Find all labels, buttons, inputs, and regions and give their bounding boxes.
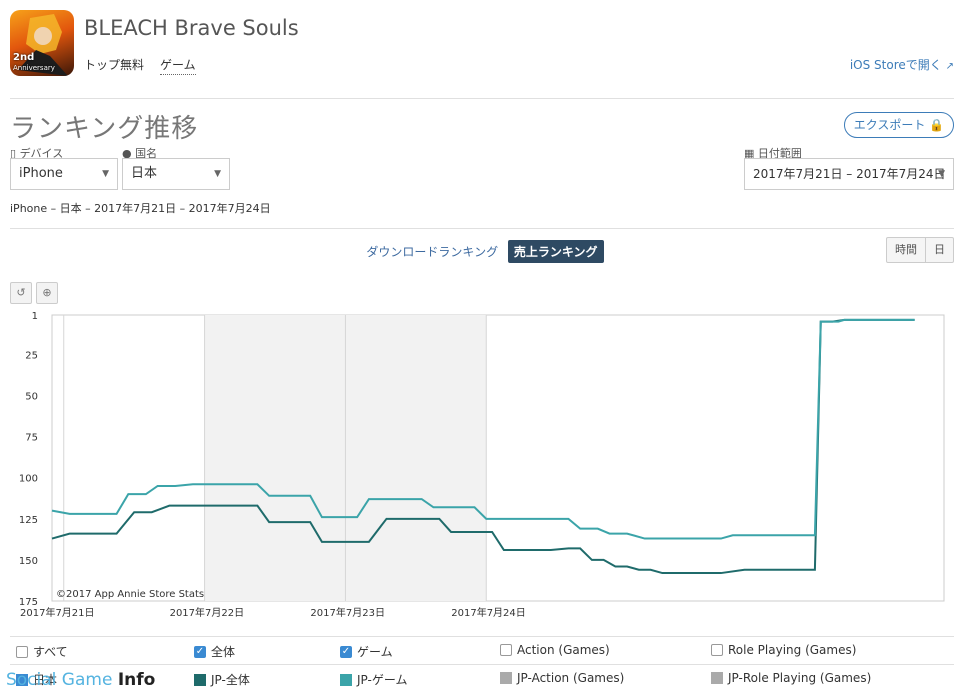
export-button[interactable]: エクスポート 🔒	[844, 112, 954, 138]
legend-jp-overall[interactable]: JP-全体	[194, 671, 250, 688]
app-icon: 2nd Anniversary	[10, 10, 74, 76]
device-select-value: iPhone	[19, 166, 63, 181]
reset-zoom-button[interactable]: ↺	[10, 282, 32, 304]
filter-rpg-label: Role Playing (Games)	[728, 643, 857, 657]
country-label: ● 国名	[122, 145, 157, 161]
checkbox[interactable]	[500, 644, 512, 656]
category-filter-row: すべて ✓ 全体 ✓ ゲーム Action (Games) Role Playi…	[10, 636, 954, 664]
checkbox[interactable]: ✓	[194, 645, 206, 658]
date-label-text: 日付範囲	[757, 147, 802, 160]
y-tick-label: 75	[25, 433, 38, 444]
checkbox[interactable]	[16, 645, 28, 658]
caret-down-icon: ▼	[214, 169, 221, 179]
caret-down-icon: ▼	[102, 169, 109, 179]
legend-swatch	[500, 672, 512, 684]
calendar-icon: ▦	[744, 147, 755, 160]
globe-icon: ●	[122, 147, 132, 160]
section-divider	[10, 228, 954, 229]
legend-swatch	[711, 672, 723, 684]
zoom-icon: ⊕	[42, 286, 52, 299]
ios-store-link-label: iOS Storeで開く	[849, 58, 942, 72]
app-icon-art	[18, 14, 68, 76]
undo-icon: ↺	[16, 286, 26, 299]
filter-action[interactable]: Action (Games)	[500, 643, 610, 657]
site-watermark: Social Game Info	[6, 670, 155, 690]
tab-sales-ranking[interactable]: 売上ランキング	[507, 240, 604, 263]
checkbox[interactable]	[711, 644, 723, 656]
page-title: ランキング推移	[10, 114, 199, 144]
icon-caption: 2nd Anniversary	[13, 53, 55, 73]
y-tick-label: 25	[25, 350, 38, 361]
y-tick-label: 175	[19, 597, 38, 608]
x-tick-label: 2017年7月21日	[20, 606, 95, 619]
date-range-value: 2017年7月21日 – 2017年7月24日	[753, 167, 946, 181]
legend-japan[interactable]: 日本	[16, 671, 57, 688]
legend-jp-rpg[interactable]: JP-Role Playing (Games)	[711, 671, 871, 685]
watermark-part1: Social Game	[6, 670, 118, 690]
granularity-toggle: 時間 日	[886, 237, 954, 263]
y-tick-label: 150	[19, 556, 38, 567]
tab-download-ranking[interactable]: ダウンロードランキング	[366, 245, 499, 259]
legend-jp-rpg-label: JP-Role Playing (Games)	[728, 671, 872, 685]
legend-swatch	[194, 673, 206, 686]
zoom-button[interactable]: ⊕	[36, 282, 58, 304]
legend-swatch	[16, 673, 28, 686]
header-divider	[10, 98, 954, 99]
filter-action-label: Action (Games)	[517, 643, 610, 657]
ranking-tabs: ダウンロードランキング 売上ランキング	[0, 240, 964, 263]
plot-area	[51, 314, 945, 602]
y-tick-label: 50	[25, 392, 38, 403]
country-select-value: 日本	[131, 166, 158, 181]
icon-caption-text: Anniversary	[13, 64, 55, 72]
legend-swatch	[340, 673, 352, 686]
legend-jp-game-label: JP-ゲーム	[357, 673, 408, 687]
tag-game[interactable]: ゲーム	[160, 56, 196, 75]
device-select[interactable]: iPhone ▼	[10, 158, 118, 190]
checkbox[interactable]: ✓	[340, 645, 352, 658]
series-line	[51, 318, 915, 540]
phone-icon: ▯	[10, 147, 17, 160]
watermark-part2: Info	[117, 670, 156, 690]
y-tick-label: 125	[19, 515, 38, 526]
series-legend-row: 日本 JP-全体 JP-ゲーム JP-Action (Games) JP-Rol…	[10, 664, 954, 692]
lock-icon: 🔒	[929, 118, 945, 132]
granularity-day[interactable]: 日	[925, 238, 953, 262]
filter-summary: iPhone – 日本 – 2017年7月21日 – 2017年7月24日	[10, 202, 271, 215]
country-select[interactable]: 日本 ▼	[122, 158, 230, 190]
icon-badge: 2nd	[13, 52, 35, 63]
legend-japan-label: 日本	[33, 673, 58, 687]
filter-all-label: すべて	[33, 645, 68, 659]
chart-watermark: ©2017 App Annie Store Stats	[56, 589, 204, 600]
legend-jp-game[interactable]: JP-ゲーム	[340, 671, 407, 688]
date-range-select[interactable]: 2017年7月21日 – 2017年7月24日 ▼	[744, 158, 954, 190]
external-link-icon: ↗	[945, 61, 954, 72]
tag-top-free[interactable]: トップ無料	[84, 58, 145, 72]
filter-all[interactable]: すべて	[16, 643, 68, 660]
app-title: BLEACH Brave Souls	[84, 16, 299, 40]
date-label: ▦ 日付範囲	[744, 145, 802, 161]
ios-store-link[interactable]: iOS Storeで開く ↗	[850, 56, 954, 73]
export-label: エクスポート	[853, 118, 926, 132]
filter-rpg[interactable]: Role Playing (Games)	[711, 643, 856, 657]
y-tick-label: 100	[19, 474, 38, 485]
legend-jp-action-label: JP-Action (Games)	[517, 671, 625, 685]
y-tick-label: 1	[32, 311, 38, 322]
caret-down-icon: ▼	[938, 169, 945, 179]
filter-overall-label: 全体	[211, 645, 236, 659]
series-line	[51, 318, 915, 575]
legend-jp-action[interactable]: JP-Action (Games)	[500, 671, 624, 685]
filter-game-label: ゲーム	[357, 645, 393, 659]
legend-jp-overall-label: JP-全体	[211, 673, 250, 687]
device-label: ▯ デバイス	[10, 145, 63, 161]
granularity-hour[interactable]: 時間	[895, 243, 917, 256]
filter-game[interactable]: ✓ ゲーム	[340, 643, 393, 660]
country-label-text: 国名	[135, 147, 158, 160]
x-tick-label: 2017年7月24日	[451, 606, 526, 619]
filter-overall[interactable]: ✓ 全体	[194, 643, 235, 660]
x-tick-label: 2017年7月23日	[310, 606, 385, 619]
x-tick-label: 2017年7月22日	[170, 606, 245, 619]
device-label-text: デバイス	[19, 147, 64, 160]
